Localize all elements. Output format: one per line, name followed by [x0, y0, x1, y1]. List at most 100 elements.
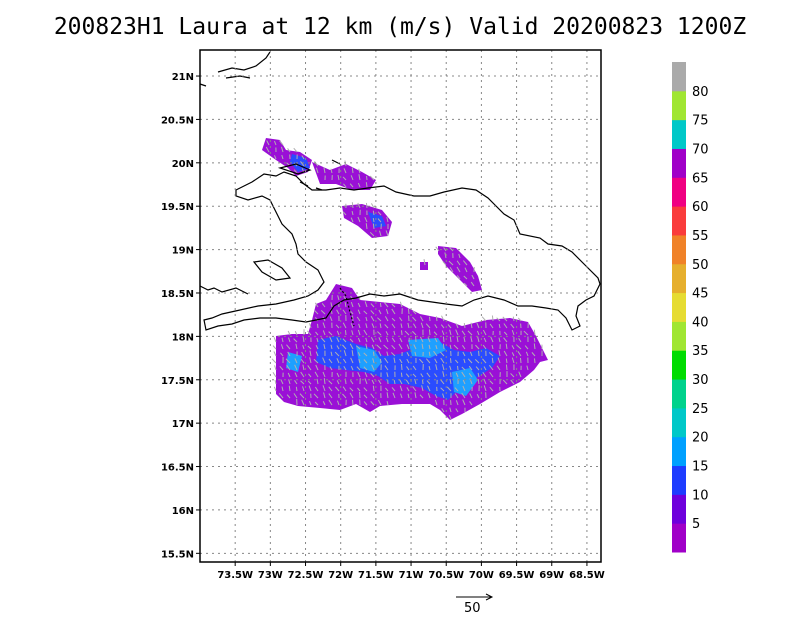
wind-vector	[308, 373, 312, 378]
lon-tick-label: 70W	[469, 570, 494, 581]
wind-vector	[400, 393, 403, 399]
wind-vector	[449, 267, 454, 273]
wind-vector	[328, 399, 333, 406]
wind-vector	[526, 365, 529, 371]
colorbar-label: 40	[692, 315, 709, 330]
wind-vector	[317, 323, 319, 329]
border-haiti-dr	[339, 287, 355, 327]
wind-vector	[343, 168, 347, 174]
colorbar: 5 10 15 20 25 30 35 40 45 50 55 60 65 70 75 80	[672, 62, 709, 553]
wind-vector	[273, 155, 277, 160]
colorbar-label: 35	[692, 344, 709, 359]
colorbar-label: 55	[692, 229, 709, 244]
wind-vector	[302, 345, 305, 350]
lon-tick-label: 69W	[539, 570, 564, 581]
wind-vector	[404, 330, 410, 336]
wind-vector	[385, 331, 389, 336]
colorbar-label: 10	[692, 488, 709, 503]
wind-vector	[313, 358, 319, 364]
wind-vector	[454, 393, 459, 399]
wind-vector	[391, 323, 396, 329]
wind-vector	[372, 210, 375, 216]
wind-vector	[315, 331, 319, 336]
wind-vector	[363, 359, 368, 364]
wind-vector	[463, 322, 466, 329]
wind-vector	[350, 380, 354, 385]
lon-tick-label: 72.5W	[288, 570, 324, 581]
lat-tick-label: 18N	[172, 332, 194, 343]
wind-vector	[491, 357, 494, 364]
colorbar-label: 25	[692, 402, 709, 417]
wind-vector	[322, 371, 326, 378]
wind-vector	[428, 329, 431, 336]
wind-vector	[433, 331, 438, 336]
wind-vector	[434, 373, 438, 378]
lon-tick-label: 73.5W	[217, 570, 253, 581]
wind-vector	[512, 316, 515, 322]
wind-vector	[433, 350, 438, 357]
wind-vector	[489, 323, 494, 329]
wind-vector	[350, 366, 354, 371]
wind-vector	[365, 323, 368, 329]
wind-vector	[413, 323, 417, 329]
wind-vector	[428, 351, 431, 357]
wind-vector	[363, 329, 368, 336]
wind-vector	[461, 330, 466, 336]
wind-vector	[503, 331, 508, 336]
wind-vector	[300, 380, 305, 385]
wind-vector	[293, 338, 298, 343]
wind-vector	[309, 350, 312, 357]
wind-vector	[467, 358, 473, 364]
wind-vector	[483, 378, 487, 385]
wind-vector	[456, 336, 459, 343]
wind-vector	[328, 331, 333, 336]
wind-vector	[441, 315, 445, 322]
wind-vector	[511, 352, 515, 357]
wind-vector	[355, 345, 361, 350]
wind-vector	[273, 351, 277, 357]
wind-vector	[323, 392, 326, 399]
wind-vector	[308, 385, 312, 392]
wind-vector	[426, 380, 431, 385]
wind-vector	[349, 338, 354, 343]
wind-vector	[391, 344, 396, 350]
wind-vector	[443, 247, 447, 252]
lat-tick-label: 17N	[172, 419, 194, 430]
wind-vector	[365, 223, 368, 230]
wind-vector	[462, 379, 466, 385]
wind-vector	[315, 351, 319, 357]
colorbar-label: 80	[692, 85, 709, 100]
wind-vector	[386, 392, 389, 399]
wind-vector	[488, 365, 494, 371]
wind-vector	[287, 330, 291, 336]
wind-vector	[343, 358, 347, 364]
wind-vector	[335, 386, 340, 392]
wind-vector	[336, 400, 340, 406]
wind-vector	[490, 336, 494, 343]
wind-vector	[488, 352, 494, 357]
wind-vector	[442, 393, 445, 399]
wind-vector	[372, 223, 375, 230]
wind-vector	[315, 345, 319, 350]
wind-vector	[427, 385, 431, 392]
wind-vector	[427, 393, 431, 399]
wind-vector	[414, 378, 417, 385]
wind-vector	[286, 394, 291, 399]
colorbar-segment	[672, 148, 686, 178]
colorbar-segment	[672, 523, 686, 553]
wind-vector	[293, 147, 298, 153]
wind-vector	[440, 379, 445, 385]
colorbar-label: 70	[692, 142, 709, 157]
wind-vector	[489, 386, 494, 392]
wind-vector	[370, 372, 375, 378]
wind-vector	[456, 260, 461, 266]
wind-vector	[342, 338, 347, 343]
wind-vector	[393, 357, 396, 364]
wind-vector	[337, 295, 340, 301]
wind-vector	[358, 174, 361, 181]
wind-vector	[476, 394, 480, 399]
wind-vector	[357, 302, 361, 308]
wind-vector	[406, 366, 410, 371]
wind-vector	[384, 357, 389, 364]
wind-vectors	[265, 140, 543, 420]
